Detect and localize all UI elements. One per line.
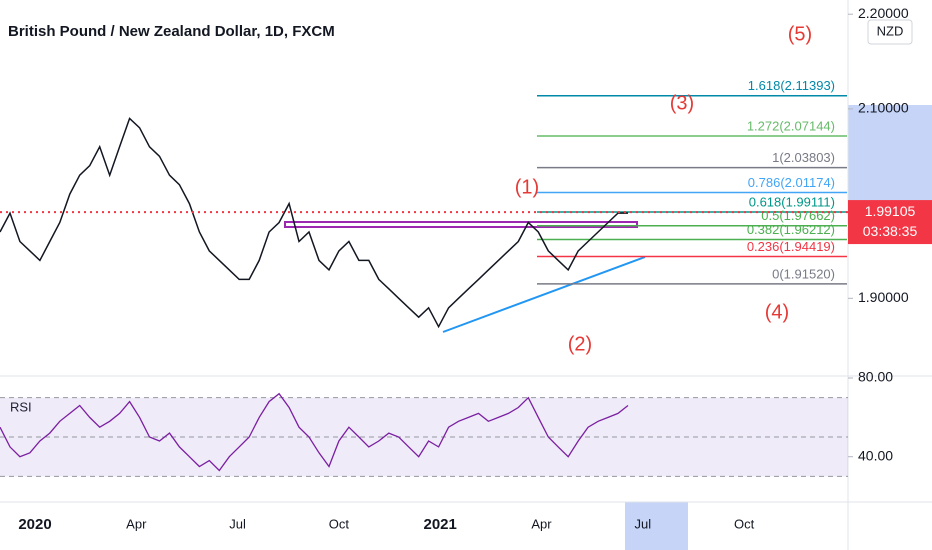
wave-label: (5) <box>788 23 812 45</box>
currency-box[interactable] <box>867 19 913 45</box>
fib-label: 0.618(1.99111) <box>749 194 835 209</box>
wave-label: (2) <box>568 333 592 355</box>
y-tick-label: 2.20000 <box>858 5 909 21</box>
fib-label: 1.618(2.11393) <box>748 78 835 93</box>
x-tick-label: Apr <box>126 516 147 531</box>
currency[interactable]: NZD <box>877 23 904 38</box>
x-tick-label: Oct <box>329 516 350 531</box>
rsi-tick-label: 80.00 <box>858 369 893 385</box>
x-tick-label: Jul <box>634 516 651 531</box>
price-line <box>0 117 628 329</box>
fib-label: 0.382(1.96212) <box>747 222 835 237</box>
axis-highlight <box>848 105 932 218</box>
x-tick-label: Apr <box>531 516 552 531</box>
rsi-tick-label: 40.00 <box>858 447 893 463</box>
last-price-box <box>848 200 932 245</box>
wave-label: (3) <box>670 92 694 114</box>
fib-label: 0.236(1.94419) <box>747 239 835 254</box>
fib-label: 0(1.91520) <box>772 266 835 281</box>
x-tick-label: 2021 <box>424 516 457 533</box>
chart-title: British Pound / New Zealand Dollar, 1D, … <box>8 23 335 40</box>
x-tick-label: Oct <box>734 516 755 531</box>
fib-label: 0.786(2.01174) <box>748 175 835 190</box>
trendline <box>442 256 646 333</box>
rsi-line <box>0 392 629 472</box>
last-price-label: 1.99105 <box>865 203 916 219</box>
x-tick-label: 2020 <box>18 516 51 533</box>
wave-label: (1) <box>515 176 539 198</box>
fib-label: 1(2.03803) <box>772 150 835 165</box>
countdown: 03:38:35 <box>863 223 918 239</box>
time-highlight <box>625 502 688 550</box>
fib-label: 1.272(2.07144) <box>747 118 835 133</box>
y-tick-label: 1.90000 <box>858 289 909 305</box>
x-tick-label: Jul <box>229 516 246 531</box>
resistance-box <box>284 221 638 228</box>
wave-label: (4) <box>765 301 789 323</box>
y-tick-label: 2.10000 <box>858 100 909 116</box>
rsi-title: RSI <box>10 399 32 414</box>
